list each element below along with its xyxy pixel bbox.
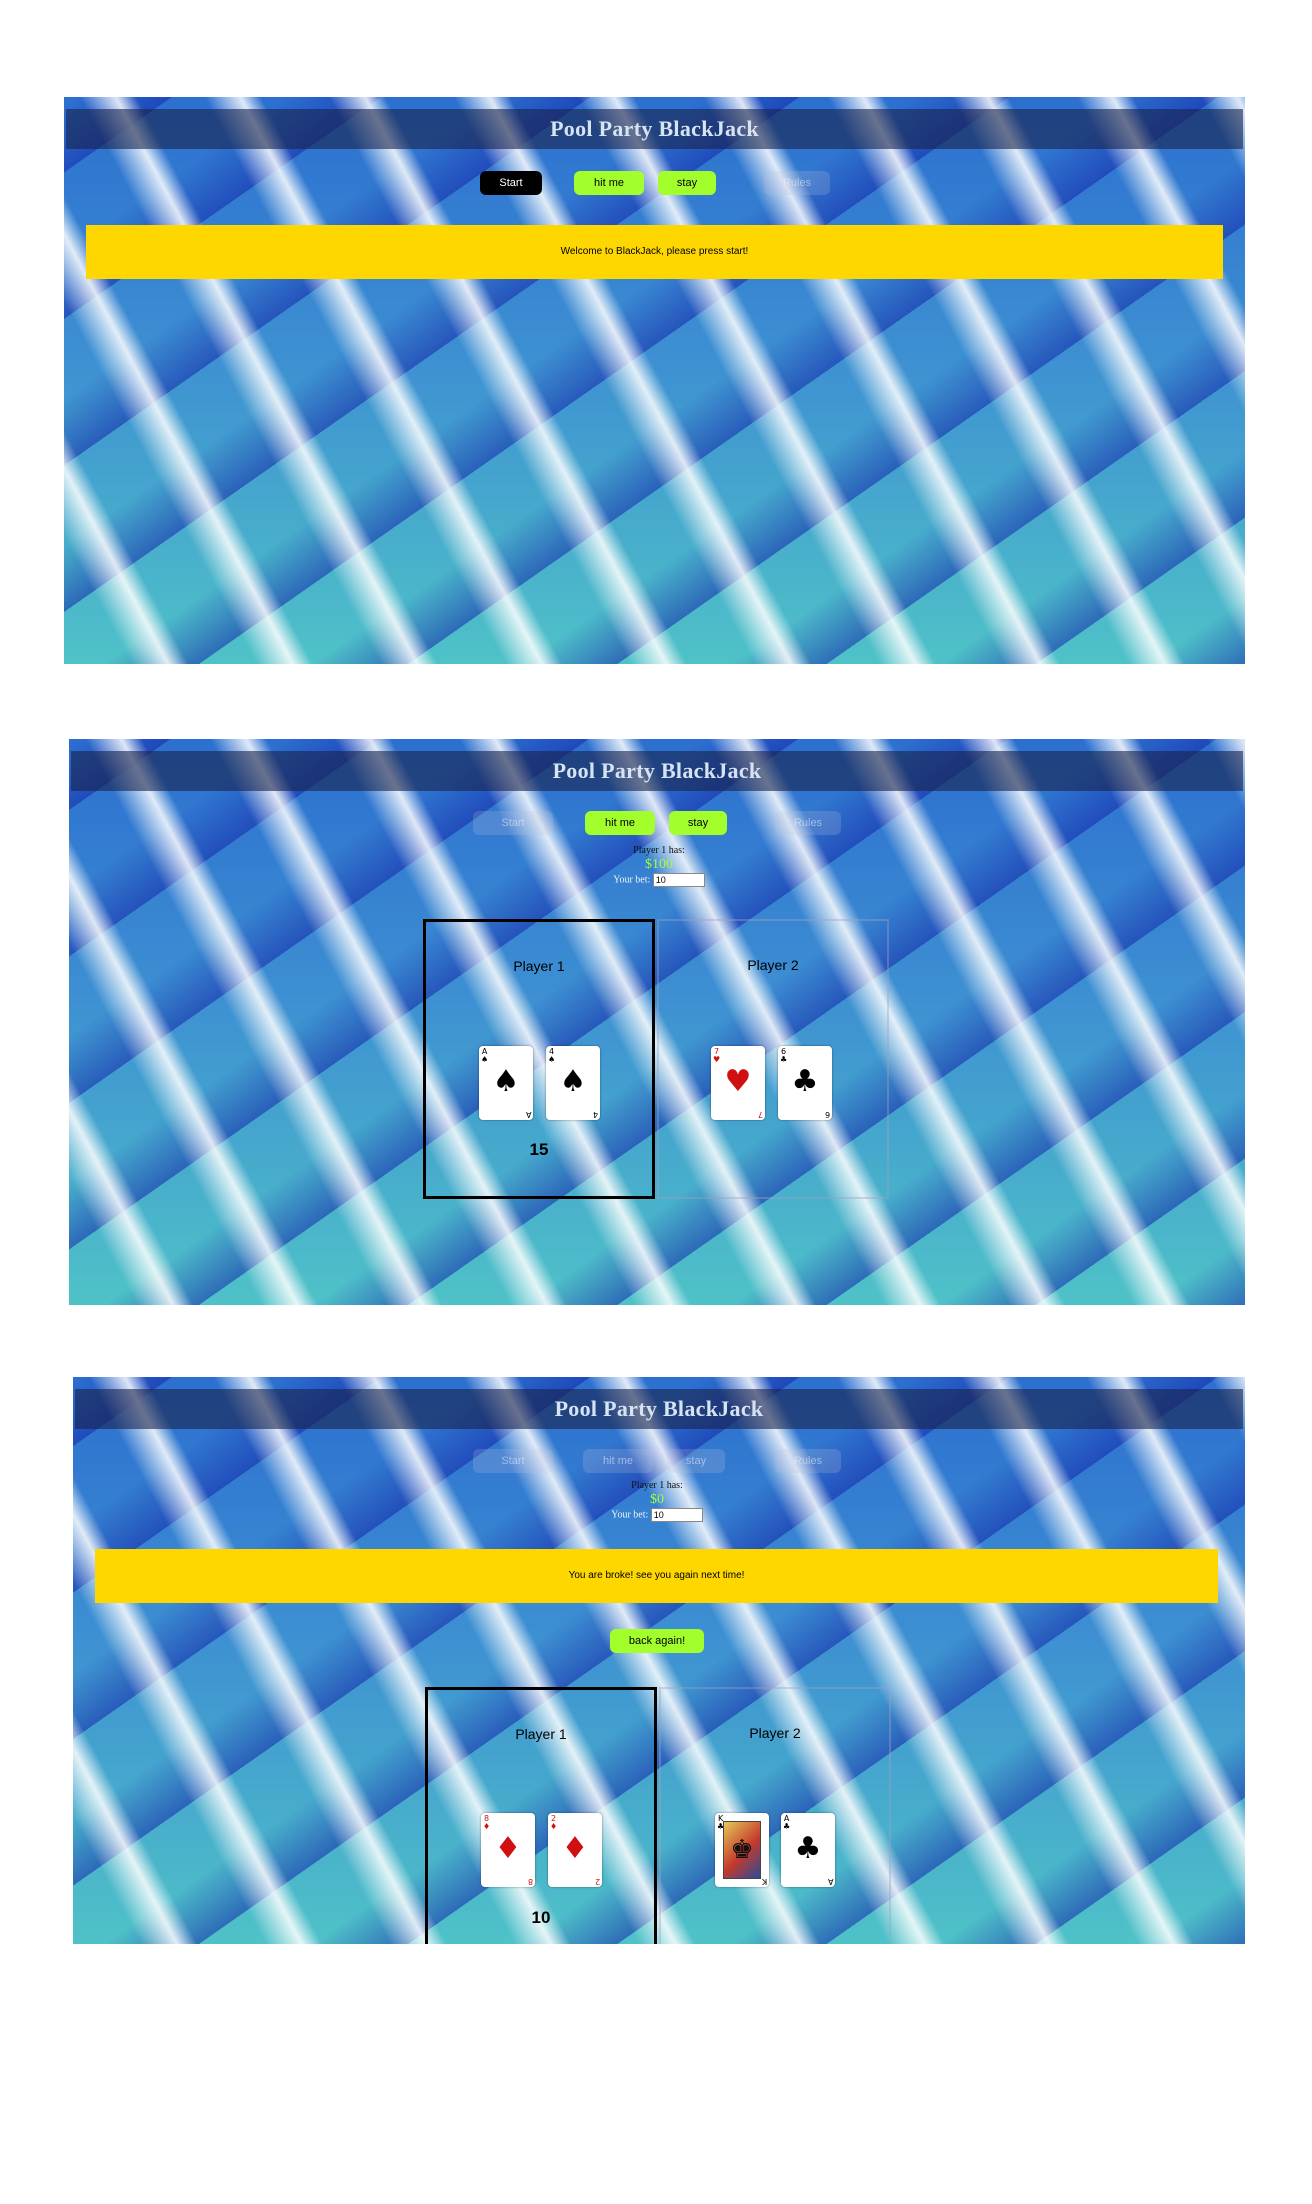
title-bar: Pool Party BlackJack xyxy=(66,109,1243,149)
heart-icon: ♥ xyxy=(724,1064,752,1099)
page-title: Pool Party BlackJack xyxy=(554,1396,764,1421)
broke-message: You are broke! see you again next time! xyxy=(95,1549,1218,1603)
bet-label: Your bet: xyxy=(611,1509,649,1521)
player-money: $0 xyxy=(650,1492,664,1507)
bet-row: Your bet: xyxy=(567,1508,747,1522)
card-rank: A xyxy=(481,1047,488,1056)
page-title: Pool Party BlackJack xyxy=(550,116,759,141)
spade-icon: ♠ xyxy=(559,1064,587,1099)
screen-broke: Pool Party BlackJack Start hit me stay R… xyxy=(73,1377,1245,1944)
player-money: $100 xyxy=(645,857,673,872)
card-suit-small: ♠ xyxy=(481,1055,489,1064)
player-1-box: Player 1 A ♠ ♠ A 4 ♠ ♠ 4 15 xyxy=(423,919,655,1199)
card-rank: 8 xyxy=(484,1814,490,1823)
start-button[interactable]: Start xyxy=(473,811,553,835)
player-name: Player 2 xyxy=(749,1725,801,1741)
playing-card: 2 ♦ ♦ 2 xyxy=(548,1813,602,1887)
bet-row: Your bet: xyxy=(569,873,749,887)
hit-me-button[interactable]: hit me xyxy=(574,171,644,195)
card-suit-small: ♣ xyxy=(717,1822,725,1831)
card-rank: K xyxy=(761,1877,767,1886)
stay-button[interactable]: stay xyxy=(667,1449,725,1473)
player-has-label: Player 1 has: xyxy=(633,845,685,856)
start-button[interactable]: Start xyxy=(473,1449,553,1473)
title-bar: Pool Party BlackJack xyxy=(75,1389,1243,1429)
back-again-button[interactable]: back again! xyxy=(610,1629,704,1653)
title-bar: Pool Party BlackJack xyxy=(71,751,1243,791)
card-rank: A xyxy=(827,1877,833,1886)
club-icon: ♣ xyxy=(791,1064,819,1099)
player-name: Player 2 xyxy=(747,957,799,973)
card-rank: 6 xyxy=(824,1110,830,1119)
playing-card: 8 ♦ ♦ 8 xyxy=(481,1813,535,1887)
screen-welcome: Pool Party BlackJack Start hit me stay R… xyxy=(64,97,1245,664)
club-icon: ♣ xyxy=(794,1831,822,1866)
player-status: Player 1 has: $0 Your bet: xyxy=(567,1480,747,1522)
playing-card: 6 ♣ ♣ 6 xyxy=(778,1046,832,1120)
spade-icon: ♠ xyxy=(492,1064,520,1099)
card-suit-small: ♠ xyxy=(548,1055,556,1064)
card-suit-small: ♣ xyxy=(780,1055,788,1064)
stay-button[interactable]: stay xyxy=(669,811,727,835)
page-title: Pool Party BlackJack xyxy=(552,758,762,783)
card-rank: 8 xyxy=(527,1877,533,1886)
player-score: 15 xyxy=(529,1140,549,1159)
rules-button[interactable]: Rules xyxy=(775,1449,841,1473)
player-has-label: Player 1 has: xyxy=(631,1480,683,1491)
bet-input[interactable] xyxy=(650,1508,703,1522)
card-rank: 2 xyxy=(551,1814,557,1823)
player-1-box: Player 1 8 ♦ ♦ 8 2 ♦ ♦ 2 10 xyxy=(425,1687,657,1944)
playing-card: A ♣ ♣ A xyxy=(781,1813,835,1887)
card-rank: A xyxy=(525,1110,531,1119)
card-rank: K xyxy=(717,1814,724,1823)
player-name: Player 1 xyxy=(513,958,565,974)
hit-me-button[interactable]: hit me xyxy=(583,1449,653,1473)
player-score: 10 xyxy=(531,1908,551,1927)
king-face-icon: ♚ xyxy=(723,1821,761,1879)
diamond-icon: ♦ xyxy=(561,1831,589,1866)
hit-me-button[interactable]: hit me xyxy=(585,811,655,835)
playing-card: 7 ♥ ♥ 7 xyxy=(711,1046,765,1120)
start-button[interactable]: Start xyxy=(480,171,542,195)
screen-game: Pool Party BlackJack Start hit me stay R… xyxy=(69,739,1245,1305)
player-status: Player 1 has: $100 Your bet: xyxy=(569,845,749,887)
bet-input[interactable] xyxy=(652,873,705,887)
card-rank: 6 xyxy=(781,1047,787,1056)
playing-card: A ♠ ♠ A xyxy=(479,1046,533,1120)
card-suit-small: ♥ xyxy=(713,1055,721,1064)
player-2-box: Player 2 K ♣ ♚ K A ♣ ♣ A xyxy=(659,1687,891,1944)
card-rank: 4 xyxy=(549,1047,555,1056)
welcome-message: Welcome to BlackJack, please press start… xyxy=(86,225,1223,279)
playing-card: K ♣ ♚ K xyxy=(715,1813,769,1887)
card-rank: A xyxy=(783,1814,790,1823)
card-rank: 4 xyxy=(592,1110,598,1119)
card-suit-small: ♦ xyxy=(483,1822,491,1831)
card-rank: 2 xyxy=(594,1877,600,1886)
card-suit-small: ♣ xyxy=(783,1822,791,1831)
rules-button[interactable]: Rules xyxy=(775,811,841,835)
diamond-icon: ♦ xyxy=(494,1831,522,1866)
playing-card: 4 ♠ ♠ 4 xyxy=(546,1046,600,1120)
stay-button[interactable]: stay xyxy=(658,171,716,195)
card-suit-small: ♦ xyxy=(550,1822,558,1831)
player-2-box: Player 2 7 ♥ ♥ 7 6 ♣ ♣ 6 xyxy=(657,919,889,1199)
bet-label: Your bet: xyxy=(613,874,651,886)
card-rank: 7 xyxy=(714,1047,720,1056)
player-name: Player 1 xyxy=(515,1726,567,1742)
rules-button[interactable]: Rules xyxy=(764,171,830,195)
card-rank: 7 xyxy=(757,1110,763,1119)
